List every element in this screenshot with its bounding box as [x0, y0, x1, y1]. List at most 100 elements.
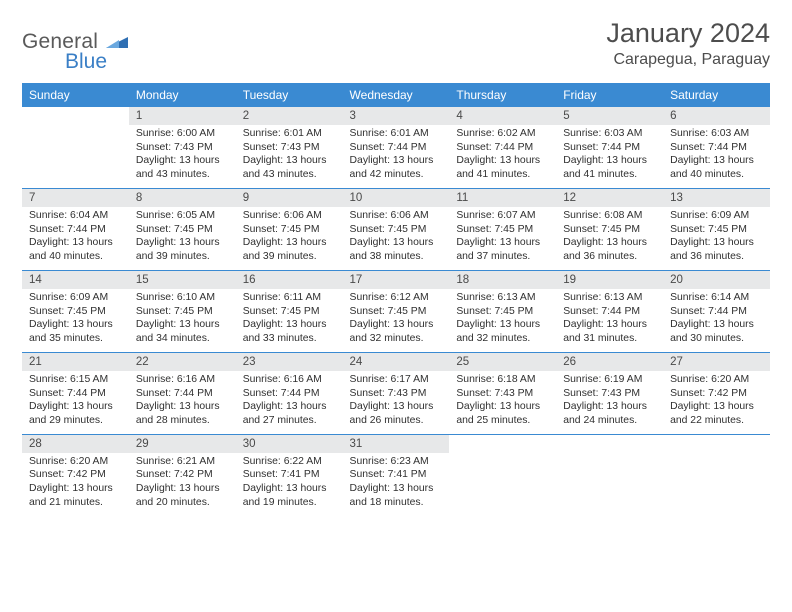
calendar-cell: 12Sunrise: 6:08 AMSunset: 7:45 PMDayligh…: [556, 188, 663, 270]
calendar-page: General January 2024 Carapegua, Paraguay…: [0, 0, 792, 534]
calendar-week-row: 14Sunrise: 6:09 AMSunset: 7:45 PMDayligh…: [22, 270, 770, 352]
calendar-cell: [22, 107, 129, 188]
calendar-cell: 7Sunrise: 6:04 AMSunset: 7:44 PMDaylight…: [22, 188, 129, 270]
day-number: 11: [449, 189, 556, 207]
day-body: Sunrise: 6:09 AMSunset: 7:45 PMDaylight:…: [22, 289, 129, 352]
header: General January 2024 Carapegua, Paraguay: [22, 18, 770, 69]
day-body: Sunrise: 6:15 AMSunset: 7:44 PMDaylight:…: [22, 371, 129, 434]
day-number: 6: [663, 107, 770, 125]
flag-icon-2: [106, 35, 128, 52]
calendar-cell: 13Sunrise: 6:09 AMSunset: 7:45 PMDayligh…: [663, 188, 770, 270]
day-number: 16: [236, 271, 343, 289]
calendar-cell: 14Sunrise: 6:09 AMSunset: 7:45 PMDayligh…: [22, 270, 129, 352]
day-number: 7: [22, 189, 129, 207]
calendar-cell: 3Sunrise: 6:01 AMSunset: 7:44 PMDaylight…: [343, 107, 450, 188]
day-body: Sunrise: 6:01 AMSunset: 7:44 PMDaylight:…: [343, 125, 450, 188]
day-number: 30: [236, 435, 343, 453]
calendar-cell: 15Sunrise: 6:10 AMSunset: 7:45 PMDayligh…: [129, 270, 236, 352]
weekday-header: Sunday: [22, 83, 129, 107]
day-number: 18: [449, 271, 556, 289]
calendar-cell: 23Sunrise: 6:16 AMSunset: 7:44 PMDayligh…: [236, 352, 343, 434]
day-body: Sunrise: 6:08 AMSunset: 7:45 PMDaylight:…: [556, 207, 663, 270]
calendar-cell: 20Sunrise: 6:14 AMSunset: 7:44 PMDayligh…: [663, 270, 770, 352]
day-body: Sunrise: 6:11 AMSunset: 7:45 PMDaylight:…: [236, 289, 343, 352]
day-number: 14: [22, 271, 129, 289]
calendar-cell: 30Sunrise: 6:22 AMSunset: 7:41 PMDayligh…: [236, 434, 343, 515]
day-body: [22, 125, 129, 181]
day-number: 13: [663, 189, 770, 207]
day-body: Sunrise: 6:06 AMSunset: 7:45 PMDaylight:…: [343, 207, 450, 270]
logo-stack: General Blue: [22, 30, 128, 74]
calendar-week-row: 1Sunrise: 6:00 AMSunset: 7:43 PMDaylight…: [22, 107, 770, 188]
day-body: Sunrise: 6:01 AMSunset: 7:43 PMDaylight:…: [236, 125, 343, 188]
calendar-cell: 27Sunrise: 6:20 AMSunset: 7:42 PMDayligh…: [663, 352, 770, 434]
weekday-header-row: SundayMondayTuesdayWednesdayThursdayFrid…: [22, 83, 770, 107]
calendar-cell: 16Sunrise: 6:11 AMSunset: 7:45 PMDayligh…: [236, 270, 343, 352]
day-number: 28: [22, 435, 129, 453]
day-number: 25: [449, 353, 556, 371]
calendar-cell: 26Sunrise: 6:19 AMSunset: 7:43 PMDayligh…: [556, 352, 663, 434]
day-body: Sunrise: 6:00 AMSunset: 7:43 PMDaylight:…: [129, 125, 236, 188]
day-number: 26: [556, 353, 663, 371]
day-body: [556, 453, 663, 509]
calendar-cell: 21Sunrise: 6:15 AMSunset: 7:44 PMDayligh…: [22, 352, 129, 434]
calendar-cell: [556, 434, 663, 515]
day-body: Sunrise: 6:13 AMSunset: 7:45 PMDaylight:…: [449, 289, 556, 352]
calendar-cell: 6Sunrise: 6:03 AMSunset: 7:44 PMDaylight…: [663, 107, 770, 188]
month-title: January 2024: [606, 18, 770, 49]
calendar-cell: [663, 434, 770, 515]
weekday-header: Tuesday: [236, 83, 343, 107]
day-body: Sunrise: 6:06 AMSunset: 7:45 PMDaylight:…: [236, 207, 343, 270]
day-number: 2: [236, 107, 343, 125]
day-body: Sunrise: 6:14 AMSunset: 7:44 PMDaylight:…: [663, 289, 770, 352]
day-body: Sunrise: 6:13 AMSunset: 7:44 PMDaylight:…: [556, 289, 663, 352]
day-number: 21: [22, 353, 129, 371]
calendar-cell: 29Sunrise: 6:21 AMSunset: 7:42 PMDayligh…: [129, 434, 236, 515]
calendar-cell: [449, 434, 556, 515]
day-body: Sunrise: 6:03 AMSunset: 7:44 PMDaylight:…: [556, 125, 663, 188]
day-body: Sunrise: 6:10 AMSunset: 7:45 PMDaylight:…: [129, 289, 236, 352]
calendar-cell: 11Sunrise: 6:07 AMSunset: 7:45 PMDayligh…: [449, 188, 556, 270]
calendar-body: 1Sunrise: 6:00 AMSunset: 7:43 PMDaylight…: [22, 107, 770, 516]
logo-text-blue: Blue: [65, 50, 107, 73]
day-number: 23: [236, 353, 343, 371]
day-body: Sunrise: 6:07 AMSunset: 7:45 PMDaylight:…: [449, 207, 556, 270]
day-number: 1: [129, 107, 236, 125]
day-body: [663, 453, 770, 509]
location: Carapegua, Paraguay: [606, 51, 770, 69]
day-body: Sunrise: 6:02 AMSunset: 7:44 PMDaylight:…: [449, 125, 556, 188]
calendar-cell: 8Sunrise: 6:05 AMSunset: 7:45 PMDaylight…: [129, 188, 236, 270]
day-body: Sunrise: 6:20 AMSunset: 7:42 PMDaylight:…: [663, 371, 770, 434]
day-body: Sunrise: 6:16 AMSunset: 7:44 PMDaylight:…: [236, 371, 343, 434]
day-number: 31: [343, 435, 450, 453]
day-body: Sunrise: 6:03 AMSunset: 7:44 PMDaylight:…: [663, 125, 770, 188]
calendar-cell: 10Sunrise: 6:06 AMSunset: 7:45 PMDayligh…: [343, 188, 450, 270]
day-body: Sunrise: 6:04 AMSunset: 7:44 PMDaylight:…: [22, 207, 129, 270]
day-number: 27: [663, 353, 770, 371]
day-number: 12: [556, 189, 663, 207]
day-body: Sunrise: 6:19 AMSunset: 7:43 PMDaylight:…: [556, 371, 663, 434]
day-body: Sunrise: 6:09 AMSunset: 7:45 PMDaylight:…: [663, 207, 770, 270]
day-body: Sunrise: 6:12 AMSunset: 7:45 PMDaylight:…: [343, 289, 450, 352]
calendar-cell: 31Sunrise: 6:23 AMSunset: 7:41 PMDayligh…: [343, 434, 450, 515]
calendar-cell: 24Sunrise: 6:17 AMSunset: 7:43 PMDayligh…: [343, 352, 450, 434]
calendar-week-row: 21Sunrise: 6:15 AMSunset: 7:44 PMDayligh…: [22, 352, 770, 434]
weekday-header: Saturday: [663, 83, 770, 107]
day-number: 3: [343, 107, 450, 125]
day-number: 29: [129, 435, 236, 453]
day-body: Sunrise: 6:22 AMSunset: 7:41 PMDaylight:…: [236, 453, 343, 516]
calendar-cell: 25Sunrise: 6:18 AMSunset: 7:43 PMDayligh…: [449, 352, 556, 434]
calendar-cell: 22Sunrise: 6:16 AMSunset: 7:44 PMDayligh…: [129, 352, 236, 434]
weekday-header: Thursday: [449, 83, 556, 107]
calendar-cell: 4Sunrise: 6:02 AMSunset: 7:44 PMDaylight…: [449, 107, 556, 188]
weekday-header: Friday: [556, 83, 663, 107]
day-number: 24: [343, 353, 450, 371]
day-number: 20: [663, 271, 770, 289]
calendar-cell: 9Sunrise: 6:06 AMSunset: 7:45 PMDaylight…: [236, 188, 343, 270]
day-body: Sunrise: 6:17 AMSunset: 7:43 PMDaylight:…: [343, 371, 450, 434]
day-number: 17: [343, 271, 450, 289]
day-body: Sunrise: 6:23 AMSunset: 7:41 PMDaylight:…: [343, 453, 450, 516]
day-number: 9: [236, 189, 343, 207]
day-body: Sunrise: 6:05 AMSunset: 7:45 PMDaylight:…: [129, 207, 236, 270]
calendar-week-row: 7Sunrise: 6:04 AMSunset: 7:44 PMDaylight…: [22, 188, 770, 270]
